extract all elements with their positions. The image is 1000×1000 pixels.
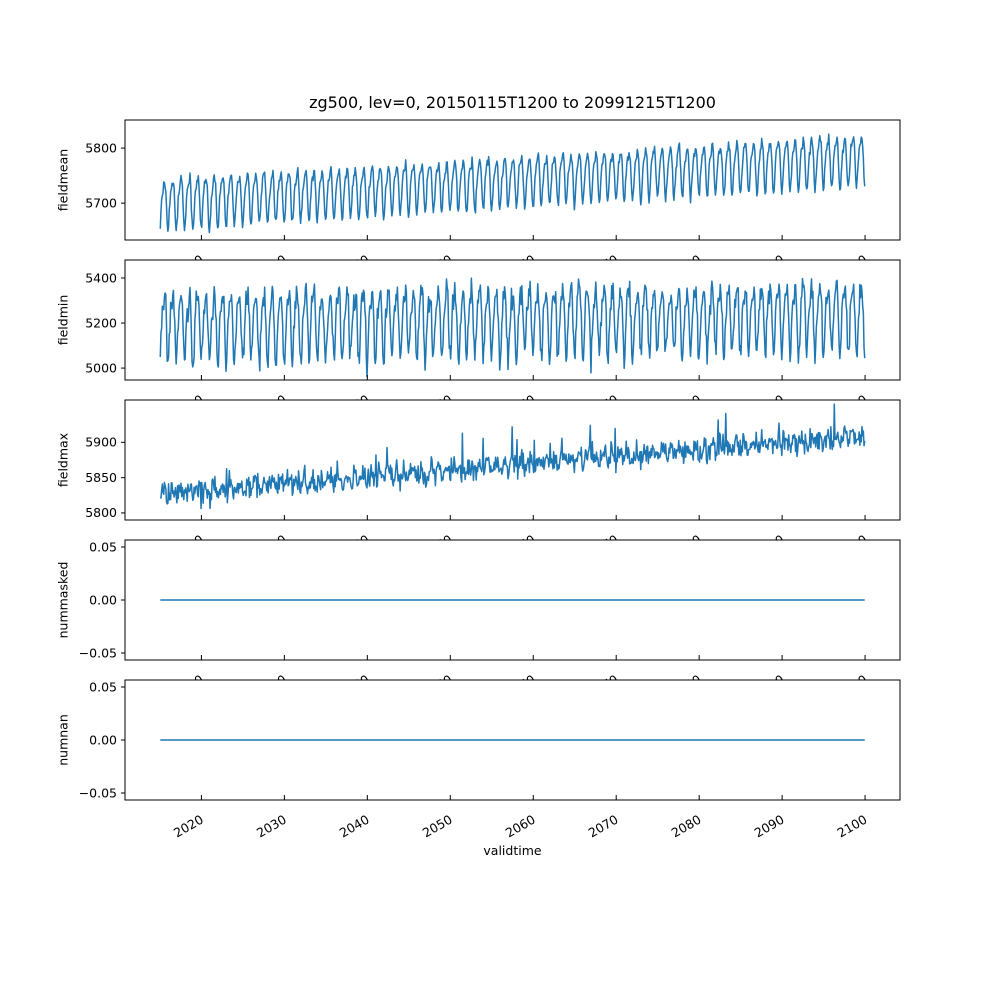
y-tick-label: 5000 (85, 360, 117, 375)
y-tick-label: 5200 (85, 315, 117, 330)
subplot-nummasked: 0.050.00−0.05202020302040205020602070208… (79, 539, 901, 701)
data-line-fieldmean (159, 133, 866, 234)
x-tick-label: 2020 (171, 812, 206, 841)
axes-background (125, 260, 900, 380)
y-tick-label: 5400 (85, 270, 117, 285)
x-tick-label: 2100 (835, 812, 870, 841)
y-tick-label: 5800 (85, 505, 117, 520)
axes-frame (124, 399, 901, 521)
y-tick-label: 0.00 (89, 732, 117, 747)
data-line-fieldmax (159, 403, 866, 510)
y-tick-label: −0.05 (79, 785, 117, 800)
subplot-numnan: 0.05 0.00 −0.05 2020 2030 2040 2050 2060 2070 208… (79, 679, 901, 841)
subplot-fieldmax: 5800585059002020203020402050206020702080… (85, 399, 901, 561)
subplot-fieldmin: 5000520054002020203020402050206020702080… (85, 259, 901, 421)
y-tick-label: 0.00 (89, 592, 117, 607)
x-tick-label: 2090 (752, 812, 787, 841)
x-tick-label: 2030 (254, 812, 289, 841)
data-line-fieldmin (159, 277, 866, 378)
x-tick-label: 2080 (669, 812, 704, 841)
axes-frame (124, 119, 901, 241)
y-tick-label: 5850 (85, 470, 117, 485)
y-tick-label: 5800 (85, 140, 117, 155)
y-tick-label: 5700 (85, 195, 117, 210)
x-axis-label: validtime (483, 843, 542, 858)
y-tick-label: −0.05 (79, 645, 117, 660)
y-tick-label: 5900 (85, 435, 117, 450)
y-tick-label: 0.05 (89, 679, 117, 694)
subplot-fieldmean: 5700580020202030204020502060207020802090… (85, 119, 901, 281)
y-tick-label: 0.05 (89, 539, 117, 554)
x-tick-label: 2070 (586, 812, 621, 841)
x-tick-label: 2040 (337, 812, 372, 841)
x-tick-label: 2060 (503, 812, 538, 841)
axes-background (125, 120, 900, 240)
x-tick-label: 2050 (420, 812, 455, 841)
chart-title: zg500, lev=0, 20150115T1200 to 20991215T… (309, 93, 716, 112)
axes-frame (124, 259, 901, 381)
